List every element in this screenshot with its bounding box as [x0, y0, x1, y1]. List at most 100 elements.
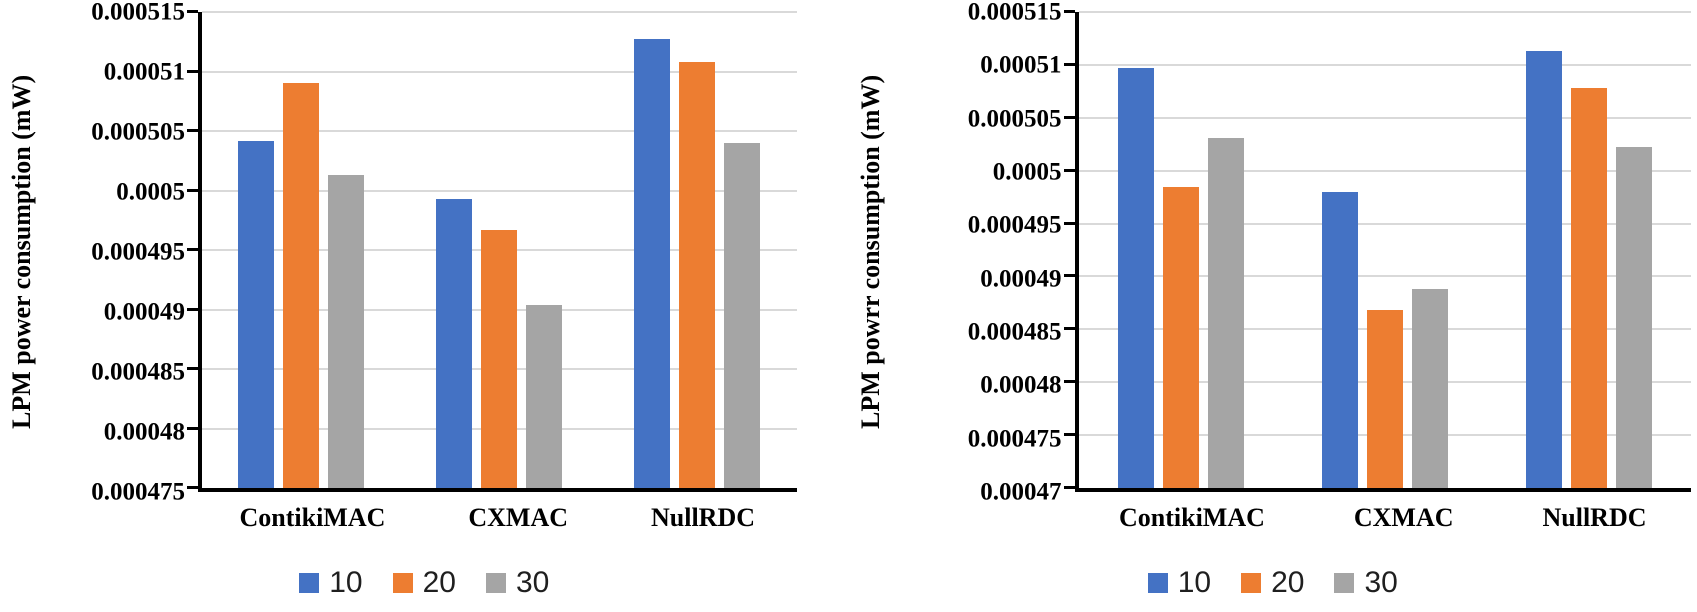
x-category-label-nullrdc: NullRDC	[1542, 503, 1647, 532]
y-tick-label: 0.00049	[103, 298, 185, 326]
y-axis-tick-mark	[187, 188, 198, 192]
plot-area	[187, 10, 797, 492]
gridline	[1078, 222, 1691, 225]
bar-nullrdc-series-10	[634, 39, 671, 488]
legend-swatch-gray	[485, 573, 506, 593]
y-axis-tick-mark	[1063, 433, 1075, 437]
y-axis-tick-mark	[1063, 168, 1075, 172]
x-category-label-cxmac: CXMAC	[1353, 503, 1454, 532]
legend-swatch-gray	[1334, 573, 1355, 593]
gridline	[202, 70, 797, 73]
y-tick-label: 0.00051	[980, 51, 1062, 79]
legend: 10 20 30	[849, 544, 1697, 612]
y-axis-tick-mark	[1063, 115, 1075, 119]
y-axis-tick-mark	[187, 129, 198, 132]
y-tick-label: 0.000495	[91, 238, 185, 266]
gridline	[1078, 11, 1691, 13]
legend-label: 20	[422, 566, 456, 599]
gridline	[1078, 116, 1691, 119]
y-tick-label: 0.0005	[992, 158, 1062, 186]
bar-group-cxmac	[436, 12, 563, 488]
bar-group-nullrdc	[1525, 12, 1652, 488]
gridline	[1078, 63, 1691, 66]
bar-cxmac-series-20	[481, 229, 518, 488]
y-tick-label: 0.00048	[980, 371, 1062, 399]
y-tick-label: 0.000515	[967, 0, 1062, 26]
y-tick-label: 0.000475	[967, 425, 1062, 453]
bar-contikimac-series-10	[238, 140, 275, 488]
bar-contikimac-series-20	[283, 83, 320, 488]
y-axis-tick-mark	[187, 367, 198, 370]
bar-cxmac-series-10	[1321, 191, 1358, 488]
y-tick-label: 0.00049	[980, 265, 1062, 293]
bar-contikimac-series-30	[328, 175, 365, 488]
bars-layer	[202, 12, 797, 488]
y-axis-tick-mark	[1063, 327, 1075, 331]
legend-label: 10	[329, 566, 363, 599]
y-tick-label: 0.000505	[967, 105, 1062, 133]
y-tick-label: 0.00051	[103, 58, 185, 86]
legend-swatch-orange	[392, 573, 413, 593]
x-category-label-nullrdc: NullRDC	[650, 503, 755, 532]
y-axis-tick-mark	[1063, 486, 1075, 489]
y-axis-tick-mark	[187, 486, 198, 489]
y-axis-tick-mark	[187, 69, 198, 73]
chart-left-lpm-power: LPM power consumption (mW) 0.000515 0.000…	[0, 0, 849, 612]
legend-swatch-orange	[1241, 573, 1262, 593]
y-axis-tick-mark	[1063, 274, 1075, 278]
legend-item-30: 30	[1334, 566, 1398, 599]
legend-item-30: 30	[485, 566, 550, 599]
plot-area	[1063, 10, 1692, 492]
x-category-label-cxmac: CXMAC	[468, 503, 569, 532]
y-tick-label: 0.000515	[91, 0, 185, 26]
y-axis-label: LPM powrr consumption (mW)	[855, 74, 885, 430]
bars-layer	[1079, 12, 1692, 488]
gridline	[202, 189, 797, 192]
gridline	[202, 11, 797, 13]
y-tick-label: 0.000485	[967, 318, 1062, 346]
gridline	[1078, 169, 1691, 172]
bar-group-contikimac	[238, 12, 365, 488]
bar-nullrdc-series-30	[1615, 147, 1652, 488]
y-tick-label: 0.00047	[980, 478, 1062, 506]
y-axis-tick-mark	[1063, 221, 1075, 225]
y-tick-label: 0.000475	[91, 478, 185, 506]
bar-cxmac-series-20	[1366, 310, 1403, 488]
bar-contikimac-series-30	[1207, 137, 1244, 488]
legend-item-10: 10	[1147, 568, 1211, 598]
gridline	[202, 130, 797, 132]
legend-label: 30	[515, 566, 550, 599]
x-category-label-contikimac: ContikiMAC	[239, 503, 386, 532]
legend-item-20: 20	[392, 566, 456, 599]
bar-nullrdc-series-10	[1525, 51, 1562, 488]
y-axis-tick-mark	[187, 426, 198, 430]
legend-swatch-blue	[1147, 573, 1168, 593]
gridline	[1078, 275, 1691, 278]
y-tick-label: 0.000485	[91, 358, 185, 386]
bar-group-contikimac	[1117, 12, 1244, 488]
y-axis-tick-mark	[187, 248, 198, 251]
bar-cxmac-series-30	[526, 304, 563, 488]
bar-contikimac-series-20	[1162, 186, 1199, 488]
y-axis-tick-labels: 0.000515 0.00051 0.000505 0.0005 0.000495 0.0…	[895, 0, 1075, 505]
y-tick-label: 0.0005	[116, 178, 185, 206]
y-axis-tick-mark	[1063, 62, 1075, 66]
bar-cxmac-series-30	[1411, 289, 1448, 488]
legend-item-20: 20	[1241, 568, 1304, 598]
y-tick-label: 0.00048	[103, 418, 185, 446]
y-tick-label: 0.000505	[91, 118, 185, 146]
y-tick-label: 0.000495	[967, 211, 1062, 239]
y-axis-tick-mark	[1063, 10, 1075, 13]
legend: 10 20 30	[0, 544, 849, 612]
legend-label: 30	[1364, 566, 1398, 599]
bar-group-nullrdc	[634, 12, 761, 488]
bar-nullrdc-series-20	[1570, 88, 1607, 488]
bar-nullrdc-series-30	[724, 142, 761, 488]
bar-group-cxmac	[1321, 12, 1448, 488]
y-axis-tick-mark	[1063, 380, 1075, 384]
y-axis-tick-labels: 0.000515 0.00051 0.000505 0.0005 0.000495 0.0…	[46, 0, 198, 505]
x-axis-category-labels: ContikiMAC CXMAC NullRDC	[1075, 492, 1692, 544]
legend-item-10: 10	[299, 566, 363, 599]
y-axis-label: LPM power consumption (mW)	[7, 74, 36, 430]
